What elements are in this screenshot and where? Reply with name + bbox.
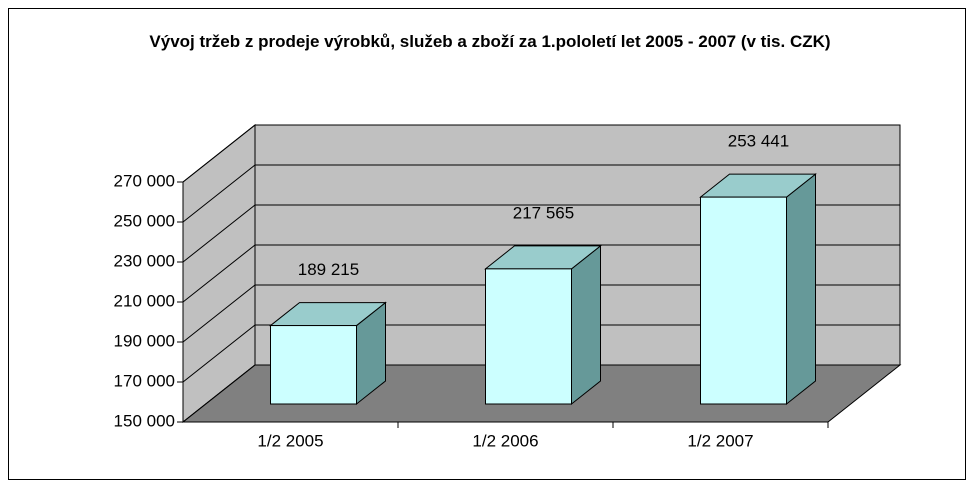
bar-side: [786, 173, 816, 406]
grid-line: [182, 284, 900, 343]
y-tick-label: 250 000: [114, 211, 175, 230]
x-tick-label: 1/2 2007: [687, 431, 753, 450]
grid-line: [182, 364, 900, 423]
bar-side: [571, 244, 601, 406]
bar: [485, 268, 572, 405]
y-tick-label: 190 000: [114, 331, 175, 350]
bar: [270, 325, 357, 405]
bar: [700, 196, 787, 405]
data-label: 217 565: [513, 203, 574, 222]
grid-line: [182, 164, 900, 223]
grid-line: [182, 324, 900, 383]
data-label: 253 441: [728, 132, 789, 151]
y-tick-label: 170 000: [114, 371, 175, 390]
grid-line: [182, 124, 900, 183]
y-tick-label: 230 000: [114, 251, 175, 270]
grid-line: [182, 244, 900, 303]
y-tick-label: 210 000: [114, 291, 175, 310]
chart-title: Vývoj tržeb z prodeje výrobků, služeb a …: [149, 32, 831, 51]
x-tick-label: 1/2 2005: [257, 431, 323, 450]
grid-line: [182, 204, 900, 263]
x-tick-label: 1/2 2006: [472, 431, 538, 450]
data-label: 189 215: [298, 260, 359, 279]
y-tick-label: 270 000: [114, 171, 175, 190]
y-tick-label: 150 000: [114, 411, 175, 430]
